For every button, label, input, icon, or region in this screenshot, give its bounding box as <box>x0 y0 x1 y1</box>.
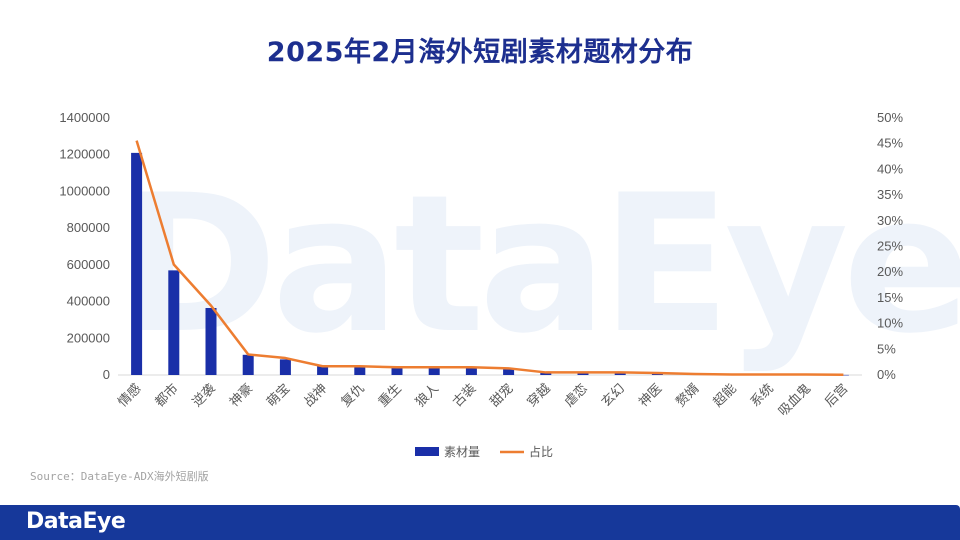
x-tick-label: 穿越 <box>524 381 554 411</box>
y-left-tick-label: 800000 <box>67 220 110 235</box>
watermark: DataEye <box>120 154 960 375</box>
y-right-tick-label: 15% <box>877 290 903 305</box>
x-tick-label: 赘婿 <box>673 381 703 411</box>
bar <box>168 270 180 375</box>
bar <box>651 373 663 375</box>
footer-logo: DataEye <box>26 509 126 534</box>
bar <box>503 369 515 375</box>
y-left-tick-label: 1000000 <box>59 183 110 198</box>
y-right-tick-label: 25% <box>877 239 903 254</box>
bar <box>354 366 366 375</box>
y-left-tick-label: 600000 <box>67 257 110 272</box>
x-tick-label: 吸血鬼 <box>775 381 814 420</box>
chart-title: 2025年2月海外短剧素材题材分布 <box>266 37 694 68</box>
y-right-tick-label: 10% <box>877 316 903 331</box>
x-tick-label: 神医 <box>636 381 665 410</box>
x-tick-label: 系统 <box>748 381 777 410</box>
combo-chart: 0 200000 400000 600000 800000 1000000 1200000 1… <box>59 110 903 459</box>
bar <box>279 359 291 375</box>
x-tick-label: 重生 <box>375 381 405 411</box>
x-tick-label: 超能 <box>711 381 740 410</box>
legend-line-label: 占比 <box>529 444 553 459</box>
bar <box>540 372 552 375</box>
source-note: Source：DataEye-ADX海外短剧版 <box>30 470 209 483</box>
bar <box>837 374 849 376</box>
bar <box>577 372 589 375</box>
x-tick-label: 神豪 <box>226 381 256 411</box>
x-tick-label: 甜宠 <box>487 381 517 411</box>
bar <box>242 354 254 375</box>
x-tick-label: 情感 <box>115 381 145 411</box>
y-right-tick-label: 20% <box>877 264 903 279</box>
legend-bar-label: 素材量 <box>444 445 480 459</box>
bar <box>391 367 403 375</box>
y-left-tick-label: 0 <box>103 367 110 382</box>
x-tick-label: 玄幻 <box>599 381 628 410</box>
bar <box>465 368 477 375</box>
y-right-tick-label: 50% <box>877 110 903 125</box>
legend-bar-swatch <box>415 447 439 456</box>
y-right-tick-label: 5% <box>877 341 896 356</box>
y-right-tick-label: 30% <box>877 213 903 228</box>
bar <box>614 373 626 375</box>
bar <box>428 368 440 375</box>
y-right-tick-label: 0% <box>877 367 896 382</box>
x-tick-label: 复仇 <box>339 381 368 410</box>
bar <box>131 152 143 375</box>
footer-bar: DataEye <box>0 505 960 540</box>
x-tick-label: 古装 <box>450 381 479 410</box>
y-left-tick-label: 400000 <box>67 294 110 309</box>
y-left-tick-label: 200000 <box>67 330 110 345</box>
x-tick-label: 后宫 <box>822 381 851 410</box>
bar <box>317 366 329 375</box>
x-tick-label: 都市 <box>152 381 182 411</box>
x-tick-label: 逆袭 <box>189 381 219 411</box>
y-left-tick-label: 1400000 <box>59 110 110 125</box>
x-tick-label: 狼人 <box>413 381 442 410</box>
bar <box>205 307 217 375</box>
x-tick-label: 虐恋 <box>561 381 591 411</box>
y-right-tick-label: 35% <box>877 187 903 202</box>
y-right-tick-label: 45% <box>877 136 903 151</box>
x-tick-label: 战神 <box>301 381 330 410</box>
y-left-tick-label: 1200000 <box>59 147 110 162</box>
ratio-line <box>135 140 844 376</box>
x-tick-label: 萌宝 <box>264 381 293 410</box>
y-right-tick-label: 40% <box>877 161 903 176</box>
